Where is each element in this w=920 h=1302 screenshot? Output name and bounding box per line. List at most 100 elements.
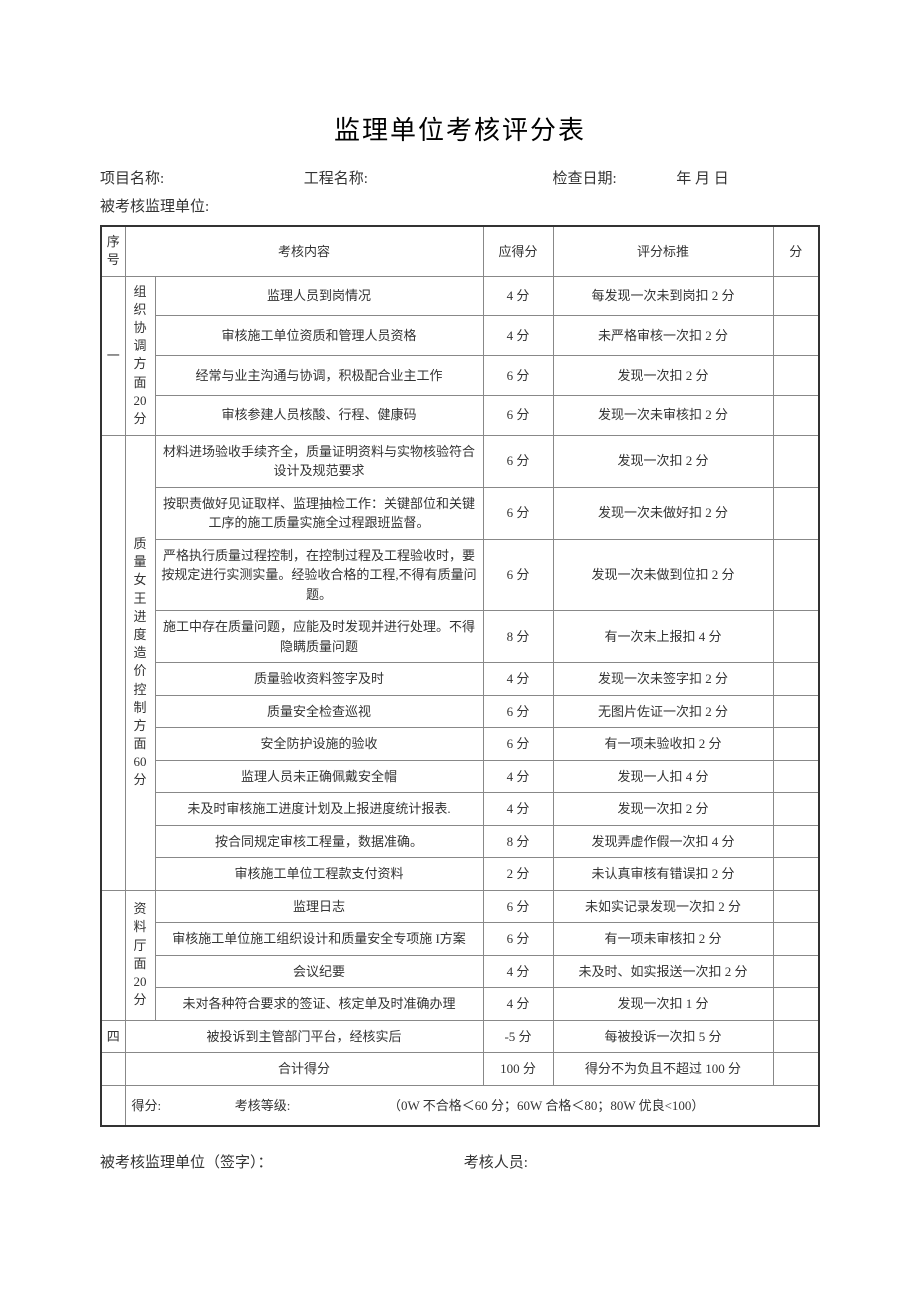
header-seq: 序号 [101, 226, 125, 276]
standard-cell: 有一次末上报扣 4 分 [553, 611, 773, 663]
table-row: 一 组织协调方面20分 监理人员到岗情况 4 分 每发现一次未到岗扣 2 分 [101, 276, 819, 316]
actual-cell [773, 695, 819, 728]
standard-cell: 无图片佐证一次扣 2 分 [553, 695, 773, 728]
score-cell: 8 分 [483, 825, 553, 858]
content-cell: 严格执行质量过程控制，在控制过程及工程验收时，要按规定进行实测实量。经验收合格的… [155, 539, 483, 611]
actual-cell [773, 988, 819, 1021]
score-cell: 4 分 [483, 663, 553, 696]
table-row: 经常与业主沟通与协调，积极配合业主工作 6 分 发现一次扣 2 分 [101, 356, 819, 396]
standard-cell: 发现一次扣 1 分 [553, 988, 773, 1021]
table-row: 未对各种符合要求的签证、核定单及时准确办理 4 分 发现一次扣 1 分 [101, 988, 819, 1021]
actual-cell [773, 858, 819, 891]
actual-cell [773, 1053, 819, 1086]
seq-2 [101, 435, 125, 890]
content-cell: 安全防护设施的验收 [155, 728, 483, 761]
score-cell: 6 分 [483, 539, 553, 611]
standard-cell: 有一项未审核扣 2 分 [553, 923, 773, 956]
score-cell: 4 分 [483, 988, 553, 1021]
content-cell: 监理人员到岗情况 [155, 276, 483, 316]
score-cell: 6 分 [483, 487, 553, 539]
table-row: 施工中存在质量问题，应能及时发现并进行处理。不得隐瞒质量问题 8 分 有一次末上… [101, 611, 819, 663]
score-cell: 6 分 [483, 728, 553, 761]
actual-cell [773, 356, 819, 396]
category-2: 质量女王进度造价控制方面60分 [125, 435, 155, 890]
table-row-complaint: 四 被投诉到主管部门平台，经核实后 -5 分 每被投诉一次扣 5 分 [101, 1020, 819, 1053]
label-unit: 被考核监理单位: [100, 195, 209, 219]
assessment-table: 序号 考核内容 应得分 评分标推 分 一 组织协调方面20分 监理人员到岗情况 … [100, 225, 820, 1127]
actual-cell [773, 728, 819, 761]
table-row: 按职责做好见证取样、监理抽检工作：关键部位和关键工序的施工质量实施全过程跟班监督… [101, 487, 819, 539]
seq-1: 一 [101, 276, 125, 435]
standard-cell: 发现一次扣 2 分 [553, 793, 773, 826]
content-cell: 会议纪要 [155, 955, 483, 988]
score-cell: 4 分 [483, 760, 553, 793]
table-row: 资料厅面20分 监理日志 6 分 未如实记录发现一次扣 2 分 [101, 890, 819, 923]
content-cell: 未对各种符合要求的签证、核定单及时准确办理 [155, 988, 483, 1021]
table-row: 质量验收资料签字及时 4 分 发现一次未签字扣 2 分 [101, 663, 819, 696]
content-cell: 按合同规定审核工程量，数据准确。 [155, 825, 483, 858]
standard-cell: 发现一次未签字扣 2 分 [553, 663, 773, 696]
table-row: 审核参建人员核酸、行程、健康码 6 分 发现一次未审核扣 2 分 [101, 395, 819, 435]
label-project: 项目名称: [100, 167, 300, 191]
score-cell: 2 分 [483, 858, 553, 891]
score-cell: 4 分 [483, 276, 553, 316]
content-cell: 未及时审核施工进度计划及上报进度统计报表. [155, 793, 483, 826]
actual-cell [773, 760, 819, 793]
content-cell: 被投诉到主管部门平台，经核实后 [125, 1020, 483, 1053]
score-cell: 6 分 [483, 695, 553, 728]
score-cell: 4 分 [483, 955, 553, 988]
content-cell: 材料进场验收手续齐全，质量证明资料与实物核验符合设计及规范要求 [155, 435, 483, 487]
table-row: 安全防护设施的验收 6 分 有一项未验收扣 2 分 [101, 728, 819, 761]
seq-total [101, 1053, 125, 1086]
meta-row-1: 项目名称: 工程名称: 检查日期: 年 月 日 [100, 167, 820, 191]
standard-cell: 发现一次未做到位扣 2 分 [553, 539, 773, 611]
actual-cell [773, 611, 819, 663]
label-engineering: 工程名称: [304, 167, 549, 191]
table-header-row: 序号 考核内容 应得分 评分标推 分 [101, 226, 819, 276]
table-row: 严格执行质量过程控制，在控制过程及工程验收时，要按规定进行实测实量。经验收合格的… [101, 539, 819, 611]
label-sign-assessor: 考核人员: [464, 1155, 528, 1171]
standard-cell: 每被投诉一次扣 5 分 [553, 1020, 773, 1053]
actual-cell [773, 539, 819, 611]
standard-cell: 未及时、如实报送一次扣 2 分 [553, 955, 773, 988]
score-cell: -5 分 [483, 1020, 553, 1053]
content-cell: 监理人员未正确佩戴安全帽 [155, 760, 483, 793]
table-row: 会议纪要 4 分 未及时、如实报送一次扣 2 分 [101, 955, 819, 988]
content-cell: 审核施工单位工程款支付资料 [155, 858, 483, 891]
header-standard: 评分标推 [553, 226, 773, 276]
standard-cell: 发现弄虚作假一次扣 4 分 [553, 825, 773, 858]
content-cell: 审核参建人员核酸、行程、健康码 [155, 395, 483, 435]
header-content: 考核内容 [125, 226, 483, 276]
standard-cell: 发现一次扣 2 分 [553, 356, 773, 396]
table-row: 质量安全检查巡视 6 分 无图片佐证一次扣 2 分 [101, 695, 819, 728]
total-score: 100 分 [483, 1053, 553, 1086]
actual-cell [773, 825, 819, 858]
actual-cell [773, 663, 819, 696]
actual-cell [773, 1020, 819, 1053]
standard-cell: 发现一次扣 2 分 [553, 435, 773, 487]
meta-row-2: 被考核监理单位: [100, 195, 820, 219]
total-standard: 得分不为负且不超过 100 分 [553, 1053, 773, 1086]
score-cell: 4 分 [483, 793, 553, 826]
label-date-stub: 年 月 日 [676, 167, 729, 191]
actual-cell [773, 487, 819, 539]
table-row: 审核施工单位工程款支付资料 2 分 未认真审核有错误扣 2 分 [101, 858, 819, 891]
label-grade: 考核等级: [235, 1096, 385, 1116]
standard-cell: 未如实记录发现一次扣 2 分 [553, 890, 773, 923]
score-cell: 6 分 [483, 435, 553, 487]
actual-cell [773, 890, 819, 923]
table-row: 监理人员未正确佩戴安全帽 4 分 发现一人扣 4 分 [101, 760, 819, 793]
score-cell: 4 分 [483, 316, 553, 356]
page-title: 监理单位考核评分表 [100, 110, 820, 147]
actual-cell [773, 395, 819, 435]
table-row: 按合同规定审核工程量，数据准确。 8 分 发现弄虚作假一次扣 4 分 [101, 825, 819, 858]
label-score: 得分: [132, 1096, 232, 1116]
score-cell: 6 分 [483, 356, 553, 396]
category-3: 资料厅面20分 [125, 890, 155, 1020]
actual-cell [773, 793, 819, 826]
content-cell: 质量验收资料签字及时 [155, 663, 483, 696]
actual-cell [773, 435, 819, 487]
content-cell: 施工中存在质量问题，应能及时发现并进行处理。不得隐瞒质量问题 [155, 611, 483, 663]
score-cell: 6 分 [483, 395, 553, 435]
content-cell: 质量安全检查巡视 [155, 695, 483, 728]
